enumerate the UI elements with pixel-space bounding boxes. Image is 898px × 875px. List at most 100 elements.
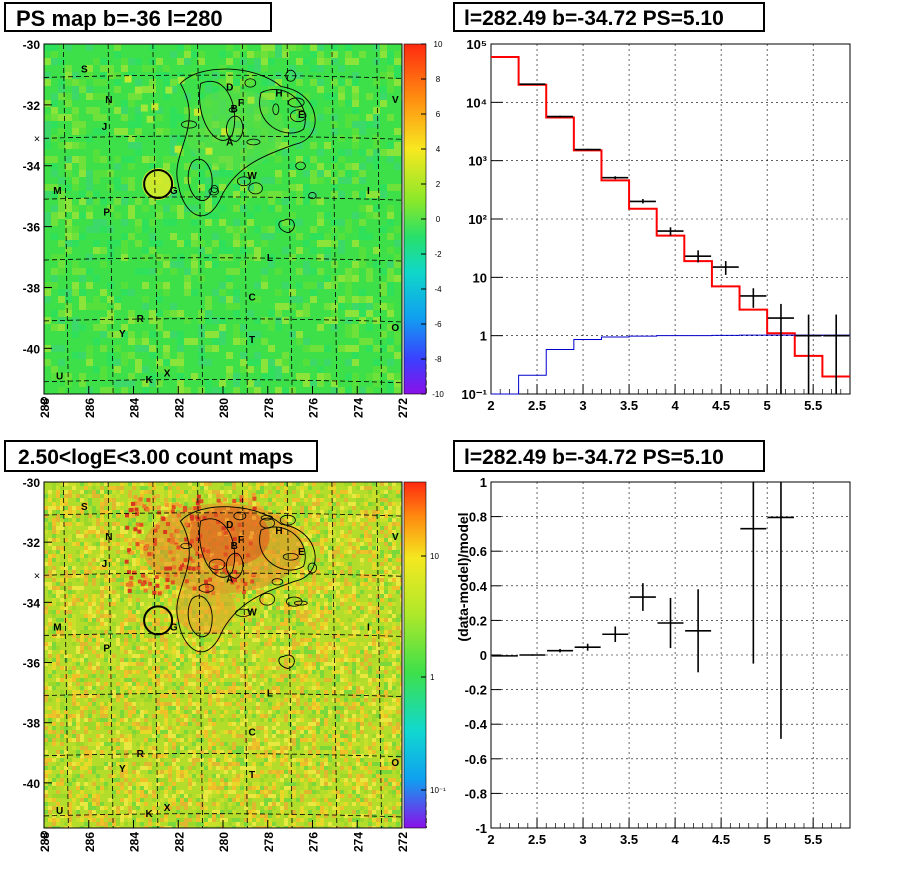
map-pixel bbox=[177, 76, 185, 84]
map-pixel bbox=[212, 261, 219, 268]
map-pixel bbox=[344, 690, 348, 694]
map-pixel bbox=[72, 698, 76, 702]
map-pixel bbox=[124, 650, 128, 654]
map-pixel bbox=[344, 654, 348, 658]
map-pixel bbox=[216, 666, 220, 670]
map-pixel bbox=[380, 598, 384, 602]
map-pixel bbox=[51, 324, 58, 331]
map-pixel bbox=[256, 646, 260, 650]
map-pixel bbox=[320, 486, 324, 490]
map-pixel bbox=[254, 205, 261, 212]
map-pixel bbox=[205, 380, 212, 387]
map-pixel bbox=[384, 634, 388, 638]
map-pixel bbox=[52, 482, 56, 486]
map-pixel bbox=[184, 498, 188, 502]
map-pixel bbox=[204, 646, 208, 650]
map-pixel bbox=[116, 606, 120, 610]
map-pixel bbox=[100, 128, 107, 135]
map-pixel bbox=[152, 594, 156, 598]
map-pixel bbox=[86, 352, 93, 359]
map-pixel bbox=[387, 247, 394, 254]
map-pixel bbox=[366, 387, 373, 394]
map-pixel bbox=[100, 594, 104, 598]
map-pixel bbox=[212, 163, 219, 170]
map-pixel bbox=[132, 506, 136, 510]
map-pixel bbox=[248, 666, 252, 670]
map-pixel bbox=[252, 706, 256, 710]
map-pixel bbox=[220, 650, 224, 654]
map-pixel bbox=[248, 686, 252, 690]
map-pixel bbox=[384, 574, 388, 578]
map-pixel bbox=[204, 662, 208, 666]
map-pixel bbox=[216, 690, 220, 694]
map-pixel bbox=[56, 538, 60, 542]
map-pixel bbox=[364, 674, 368, 678]
map-pixel bbox=[240, 666, 244, 670]
map-pixel bbox=[132, 710, 136, 714]
map-pixel bbox=[58, 205, 65, 212]
map-pixel bbox=[220, 642, 224, 646]
map-pixel bbox=[128, 212, 135, 219]
map-pixel bbox=[348, 698, 352, 702]
map-pixel bbox=[252, 622, 256, 626]
map-pixel bbox=[240, 226, 247, 233]
map-pixel bbox=[336, 538, 340, 542]
map-pixel bbox=[372, 498, 376, 502]
map-pixel bbox=[68, 658, 72, 662]
map-pixel bbox=[288, 486, 292, 490]
map-pixel bbox=[188, 674, 192, 678]
map-pixel bbox=[331, 310, 338, 317]
map-pixel bbox=[232, 618, 236, 622]
region-label: F bbox=[238, 98, 244, 109]
map-pixel bbox=[360, 670, 364, 674]
map-pixel bbox=[256, 702, 260, 706]
map-pixel bbox=[248, 710, 252, 714]
map-pixel bbox=[368, 682, 372, 686]
map-pixel bbox=[120, 574, 124, 578]
map-pixel bbox=[384, 682, 388, 686]
map-pixel bbox=[114, 163, 121, 170]
map-pixel bbox=[292, 618, 296, 622]
map-pixel bbox=[359, 191, 366, 198]
map-pixel bbox=[124, 594, 128, 598]
map-pixel bbox=[360, 662, 364, 666]
map-pixel bbox=[308, 686, 312, 690]
map-pixel bbox=[240, 338, 247, 345]
map-pixel bbox=[52, 710, 56, 714]
map-pixel bbox=[120, 582, 124, 586]
map-pixel bbox=[300, 674, 304, 678]
map-pixel bbox=[172, 666, 176, 670]
map-pixel bbox=[296, 650, 300, 654]
map-pixel bbox=[344, 662, 348, 666]
map-pixel bbox=[340, 510, 344, 514]
map-pixel bbox=[220, 694, 224, 698]
map-pixel bbox=[60, 522, 64, 526]
map-pixel bbox=[359, 177, 366, 184]
map-pixel bbox=[240, 261, 247, 268]
map-pixel bbox=[58, 198, 65, 205]
map-pixel bbox=[396, 522, 400, 526]
map-pixel bbox=[236, 658, 240, 662]
map-pixel bbox=[132, 702, 136, 706]
region-label: T bbox=[249, 335, 255, 346]
map-pixel bbox=[268, 44, 275, 51]
map-pixel bbox=[324, 518, 328, 522]
map-pixel bbox=[163, 310, 170, 317]
map-pixel bbox=[72, 598, 76, 602]
map-pixel bbox=[373, 380, 380, 387]
map-pixel bbox=[132, 538, 136, 542]
map-pixel bbox=[276, 622, 280, 626]
map-pixel bbox=[44, 554, 48, 558]
map-pixel bbox=[200, 658, 204, 662]
map-pixel bbox=[86, 359, 93, 366]
map-pixel bbox=[60, 706, 64, 710]
map-pixel bbox=[304, 546, 308, 550]
map-pixel bbox=[192, 674, 196, 678]
map-pixel bbox=[112, 578, 116, 582]
map-pixel bbox=[160, 606, 164, 610]
map-pixel bbox=[268, 666, 272, 670]
map-pixel bbox=[44, 296, 51, 303]
map-pixel bbox=[163, 205, 170, 212]
region-label: V bbox=[392, 95, 399, 106]
map-pixel bbox=[177, 387, 184, 394]
